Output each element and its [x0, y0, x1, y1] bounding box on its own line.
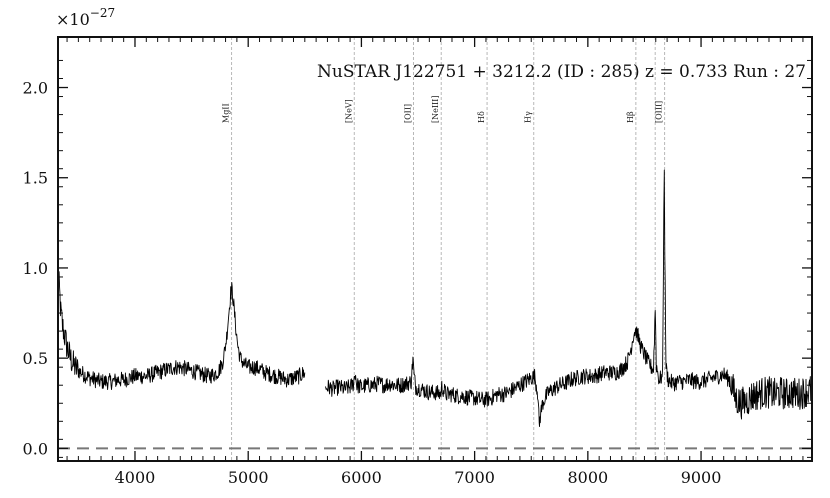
emission-line-labels: MgII [NeV] [OII] [NeIII] Hδ Hγ Hβ [OIII] [222, 96, 664, 123]
plot-frame [57, 36, 813, 462]
y-tick-label: 0.5 [23, 349, 48, 368]
emission-line-label: [OIII] [655, 101, 664, 123]
y-scale-exponent: −27 [90, 6, 115, 20]
y-scale-base: ×10 [56, 10, 90, 29]
spectrum-line [57, 263, 306, 391]
spectrum-line [324, 169, 813, 428]
spectrum-series [57, 169, 813, 428]
emission-line-label: Hδ [477, 111, 486, 123]
y-tick-label: 1.0 [23, 259, 48, 278]
x-tick-label: 6000 [341, 468, 382, 487]
emission-line-label: Hγ [524, 111, 533, 123]
emission-line-label: MgII [222, 103, 231, 123]
emission-line-markers [231, 37, 666, 461]
x-tick-label: 7000 [454, 468, 495, 487]
axis-tick-labels: 4000 5000 6000 7000 8000 9000 0.0 0.5 1.0 1.5 2.0 [23, 79, 722, 487]
y-tick-label: 2.0 [23, 79, 48, 98]
x-tick-label: 9000 [681, 468, 722, 487]
emission-line-label: [NeIII] [431, 96, 440, 123]
emission-line-label: [OII] [403, 104, 412, 123]
chart-title: NuSTAR J122751 + 3212.2 (ID : 285) z = 0… [317, 62, 806, 82]
y-tick-label: 0.0 [23, 439, 48, 458]
x-tick-label: 5000 [228, 468, 269, 487]
emission-line-label: [NeV] [344, 99, 353, 123]
x-tick-label: 8000 [567, 468, 608, 487]
x-tick-label: 4000 [115, 468, 156, 487]
y-tick-label: 1.5 [23, 169, 48, 188]
axis-ticks [58, 37, 812, 461]
emission-line-label: Hβ [626, 111, 635, 123]
y-axis-scale-factor: ×10−27 [56, 6, 115, 29]
